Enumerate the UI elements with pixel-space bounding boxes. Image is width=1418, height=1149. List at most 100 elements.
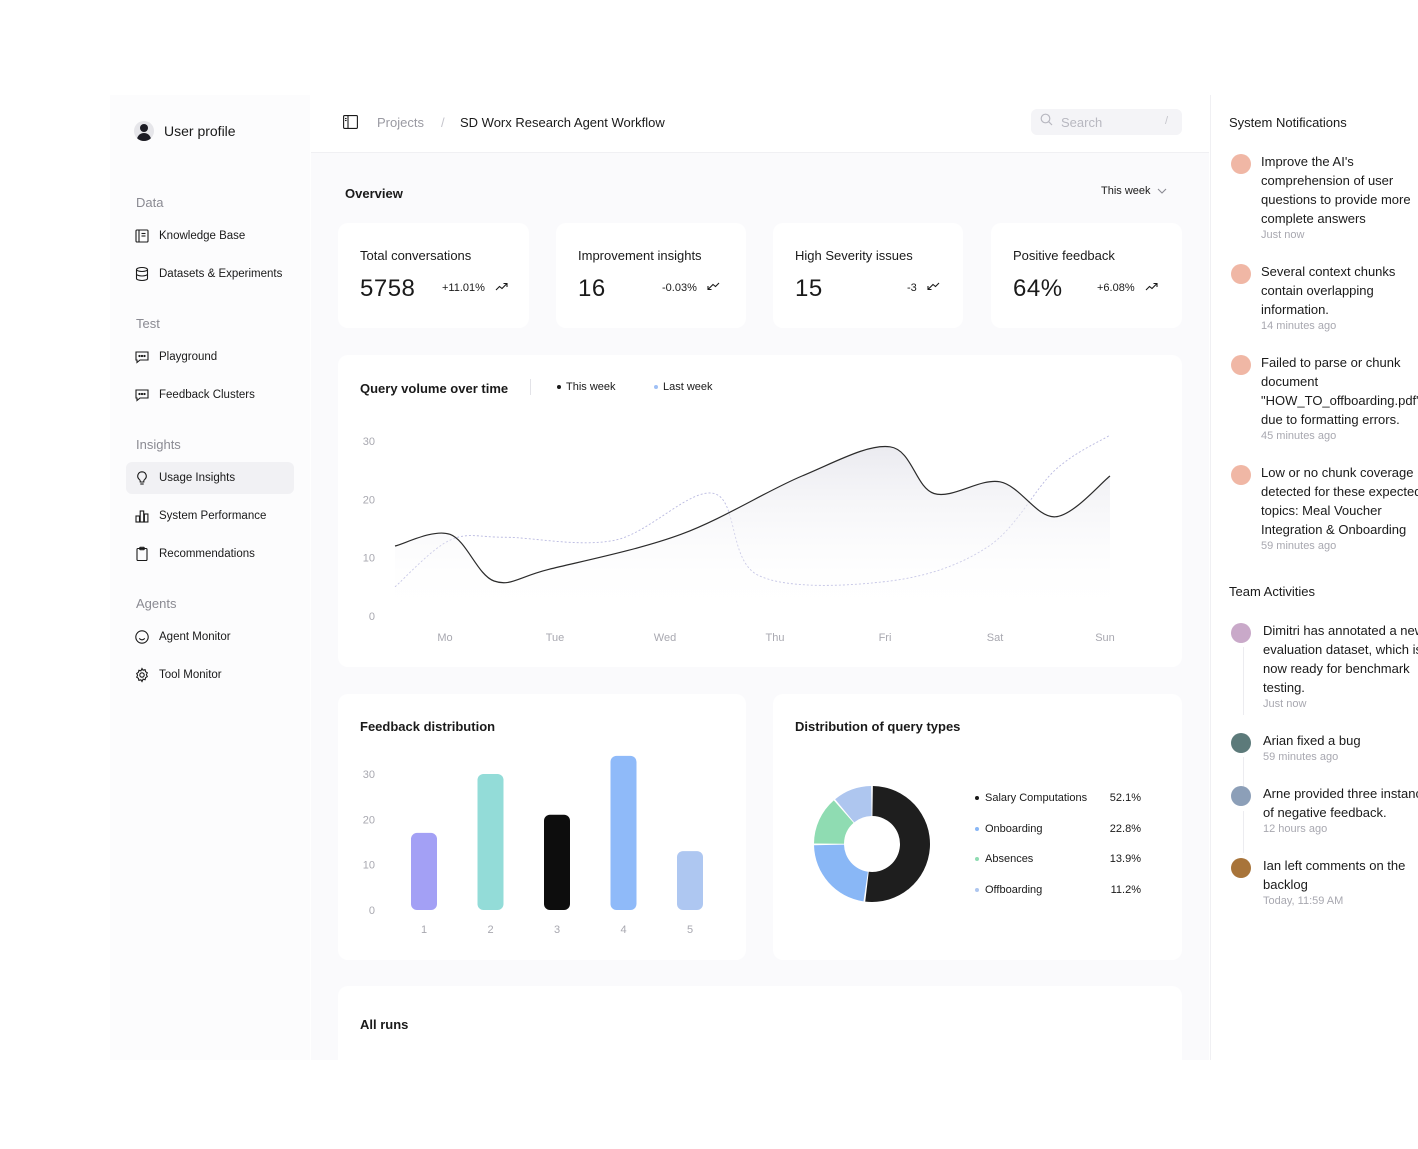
y-tick-label: 20 bbox=[363, 814, 375, 826]
breadcrumb-projects[interactable]: Projects bbox=[377, 115, 424, 130]
overview-title: Overview bbox=[345, 186, 403, 201]
slice-2 bbox=[814, 800, 854, 844]
legend-label: Offboarding bbox=[985, 883, 1043, 896]
bot-avatar bbox=[1231, 264, 1251, 284]
sidebar-item-label: Datasets & Experiments bbox=[159, 268, 283, 280]
sidebar-item-label: System Performance bbox=[159, 510, 267, 522]
stat-label: Total conversations bbox=[360, 248, 472, 263]
activity-text: Dimitri has annotated a new evaluation d… bbox=[1263, 623, 1418, 695]
y-tick-label: 10 bbox=[363, 553, 375, 565]
notification-text: Failed to parse or chunk document "HOW_T… bbox=[1261, 355, 1418, 427]
legend-value: 11.2% bbox=[1110, 883, 1141, 896]
y-tick-label: 20 bbox=[363, 494, 375, 506]
bar-4 bbox=[610, 755, 637, 910]
breadcrumb-separator: / bbox=[441, 115, 445, 130]
trend-up-icon bbox=[1145, 282, 1158, 294]
x-tick-label: 5 bbox=[687, 924, 693, 936]
avatar bbox=[1231, 786, 1251, 806]
book-icon bbox=[134, 228, 150, 244]
period-label: This week bbox=[1101, 185, 1151, 197]
stat-card-total-conversations: Total conversations 5758 +11.01% bbox=[338, 223, 529, 328]
stat-card-improvement-insights: Improvement insights 16 -0.03% bbox=[556, 223, 746, 328]
activity-text: Arian fixed a bug bbox=[1263, 733, 1361, 748]
bar-3 bbox=[544, 814, 570, 910]
sidebar-item-tool-monitor[interactable]: Tool Monitor bbox=[126, 659, 294, 691]
sidebar-item-label: Usage Insights bbox=[159, 472, 236, 484]
legend-row: Absences 13.9% bbox=[975, 853, 1141, 865]
legend-this-week: This week bbox=[557, 381, 616, 393]
query-volume-title: Query volume over time bbox=[360, 381, 509, 396]
bar-chart: 0 10 20 30 1 2 3 4 5 bbox=[363, 755, 703, 936]
sidebar-item-agent-monitor[interactable]: Agent Monitor bbox=[126, 621, 294, 653]
stat-card-high-severity: High Severity issues 15 -3 bbox=[773, 223, 963, 328]
feedback-distribution-card: Feedback distribution 0 10 20 30 1 2 3 4 5 bbox=[338, 694, 746, 960]
notifications-title: System Notifications bbox=[1229, 115, 1347, 130]
clipboard-icon bbox=[134, 546, 150, 562]
query-types-title: Distribution of query types bbox=[795, 719, 961, 734]
stat-value: 15 bbox=[795, 275, 823, 302]
trend-down-icon bbox=[927, 282, 940, 294]
y-tick-label: 10 bbox=[363, 860, 375, 872]
stat-delta: -3 bbox=[907, 282, 940, 294]
x-tick-label: 1 bbox=[421, 924, 427, 936]
sidebar-item-system-performance[interactable]: System Performance bbox=[126, 500, 294, 532]
activity-text: Arne provided three instances of negativ… bbox=[1263, 786, 1418, 820]
bar-2 bbox=[477, 774, 504, 910]
y-tick-label: 30 bbox=[363, 769, 375, 781]
sidebar-item-feedback-clusters[interactable]: Feedback Clusters bbox=[126, 379, 294, 411]
bar-1 bbox=[411, 832, 437, 910]
legend-label: This week bbox=[566, 381, 616, 393]
stat-delta: -0.03% bbox=[662, 282, 720, 294]
slice-3 bbox=[835, 786, 872, 823]
sidebar-item-label: Feedback Clusters bbox=[159, 389, 255, 401]
section-data: Data bbox=[136, 195, 164, 210]
notification-time: Just now bbox=[1261, 229, 1305, 241]
x-tick-label: Tue bbox=[546, 632, 565, 644]
section-insights: Insights bbox=[136, 437, 181, 452]
stat-label: Improvement insights bbox=[578, 248, 702, 263]
activity-text: Ian left comments on the backlog bbox=[1263, 858, 1406, 892]
smiley-icon bbox=[134, 629, 150, 645]
sidebar-item-label: Knowledge Base bbox=[159, 230, 246, 242]
avatar bbox=[1231, 858, 1251, 878]
database-icon bbox=[134, 266, 150, 282]
chat-icon bbox=[134, 387, 150, 403]
stat-delta-value: -0.03% bbox=[662, 282, 697, 294]
series-area-0 bbox=[395, 446, 1110, 616]
search-input[interactable] bbox=[1061, 114, 1151, 130]
sidebar-item-knowledge-base[interactable]: Knowledge Base bbox=[126, 220, 294, 252]
notification-text: Low or no chunk coverage detected for th… bbox=[1261, 465, 1418, 537]
sidebar-item-label: Tool Monitor bbox=[159, 669, 222, 681]
breadcrumb-current: SD Worx Research Agent Workflow bbox=[460, 115, 665, 130]
series-line-0 bbox=[394, 445, 1111, 584]
y-tick-label: 30 bbox=[363, 436, 375, 448]
legend-row: Salary Computations 52.1% bbox=[975, 792, 1141, 804]
team-activities-title: Team Activities bbox=[1229, 584, 1315, 599]
all-runs-title: All runs bbox=[360, 1017, 409, 1032]
sidebar-toggle-icon[interactable] bbox=[343, 115, 358, 129]
x-tick-label: Sun bbox=[1095, 632, 1115, 644]
timeline-line bbox=[1243, 647, 1244, 715]
sidebar-item-label: Recommendations bbox=[159, 548, 255, 560]
sidebar-item-usage-insights[interactable]: Usage Insights bbox=[126, 462, 294, 494]
section-agents: Agents bbox=[136, 596, 177, 611]
activity-time: 12 hours ago bbox=[1263, 823, 1328, 835]
legend-dot bbox=[975, 857, 979, 861]
search-box[interactable]: / bbox=[1031, 109, 1182, 135]
bar-chart-icon bbox=[134, 508, 150, 524]
period-select[interactable]: This week bbox=[1101, 185, 1167, 197]
user-profile[interactable]: User profile bbox=[134, 121, 236, 141]
feedback-distribution-title: Feedback distribution bbox=[360, 719, 496, 734]
x-tick-label: Sat bbox=[987, 632, 1004, 644]
sidebar-item-recommendations[interactable]: Recommendations bbox=[126, 538, 294, 570]
legend-value: 52.1% bbox=[1109, 792, 1141, 804]
trend-up-icon bbox=[495, 282, 508, 294]
notification-time: 59 minutes ago bbox=[1261, 540, 1337, 552]
legend-dot bbox=[975, 887, 979, 892]
sidebar: User profile Data Knowledge Base Dataset… bbox=[110, 95, 310, 1060]
sidebar-item-playground[interactable]: Playground bbox=[126, 341, 294, 373]
chevron-down-icon bbox=[1157, 185, 1167, 197]
stat-value: 16 bbox=[578, 275, 606, 302]
sidebar-item-datasets[interactable]: Datasets & Experiments bbox=[126, 258, 294, 290]
legend-label: Last week bbox=[663, 381, 713, 393]
